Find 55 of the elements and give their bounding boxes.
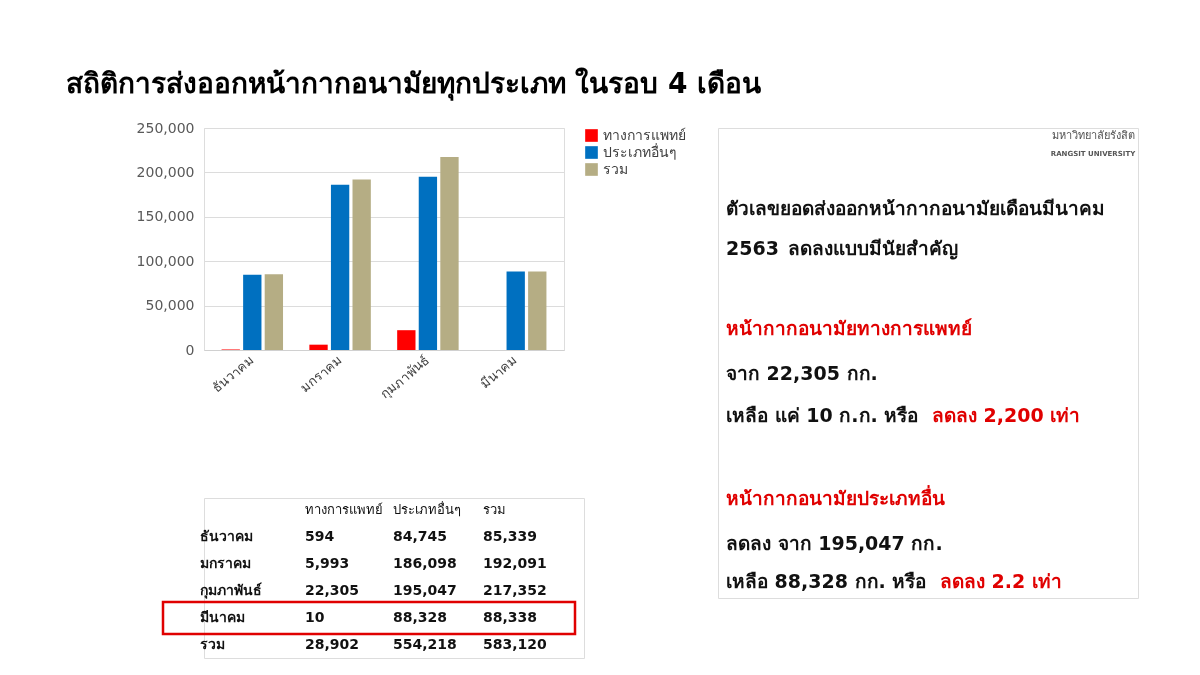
text: มีนาคม [200, 609, 245, 625]
chart-title: สถิติการส่งออกหน้ากากอนามัยทุกประเภท ในรอบ 4 เดือน [65, 66, 762, 101]
text: 88,328 [393, 609, 448, 625]
text: 192,091 [483, 555, 547, 571]
text: 28,902 [305, 636, 360, 652]
text: ลดลง 2,200 เท่า [932, 404, 1081, 426]
text: กุมภาพันธ์ [200, 582, 262, 599]
y-tick-label: 150,000 [136, 208, 195, 225]
bar [264, 274, 284, 350]
text: 2563 [726, 237, 779, 259]
text: ลดลง 2.2 เท่า [940, 570, 1062, 592]
bar [440, 156, 459, 350]
text: มหาวิทยาลัยรังสิต [1051, 129, 1135, 142]
text: 217,352 [483, 582, 547, 598]
y-tick-label: 200,000 [136, 163, 195, 180]
legend-label: รวม [603, 160, 628, 177]
bar [528, 271, 547, 350]
text: 85,339 [483, 528, 538, 544]
y-tick-label: 100,000 [136, 252, 195, 269]
text: มกราคม [200, 555, 251, 571]
text: หน้ากากอนามัยประเภทอื่น [726, 485, 945, 509]
y-tick-label: 50,000 [145, 297, 195, 314]
bar [330, 184, 350, 350]
text: 594 [305, 528, 335, 544]
text: รวม [483, 502, 506, 517]
text: 186,098 [393, 555, 457, 571]
text: เหลือ 88,328 กก. หรือ [726, 570, 927, 592]
text: ธันวาคม [200, 528, 253, 544]
text: ทางการแพทย์ [305, 502, 383, 517]
text: 583,120 [483, 636, 548, 652]
text: 88,338 [483, 609, 538, 625]
text: เหลือ แค่ 10 ก.ก. หรือ [726, 404, 919, 426]
bar [243, 274, 262, 350]
text: 195,047 [393, 582, 457, 598]
bar [418, 176, 438, 350]
y-tick-label: 0 [185, 341, 195, 358]
text: ตัวเลขยอดส่งออกหน้ากากอนามัยเดือนมีนาคม [726, 197, 1105, 219]
legend-label: ทางการแพทย์ [603, 126, 686, 143]
text: 5,993 [305, 555, 350, 571]
text: 22,305 [305, 582, 360, 598]
text: หน้ากากอนามัยทางการแพทย์ [726, 317, 972, 339]
bar [352, 179, 371, 350]
legend-label: ประเภทอื่นๆ [603, 142, 677, 160]
text: 84,745 [393, 528, 448, 544]
y-tick-label: 250,000 [136, 119, 195, 136]
text: ประเภทอื่นๆ [393, 501, 461, 517]
bar [309, 344, 328, 350]
bar [506, 271, 525, 350]
text: จาก 22,305 กก. [726, 362, 878, 384]
text: ลดลง จาก 195,047 กก. [726, 532, 943, 554]
text: 554,218 [393, 636, 457, 652]
bar [397, 330, 416, 350]
text: รวม [200, 636, 225, 652]
text: 10 [305, 609, 325, 625]
text: ลดลงแบบมีนัยสำคัญ [788, 237, 958, 260]
